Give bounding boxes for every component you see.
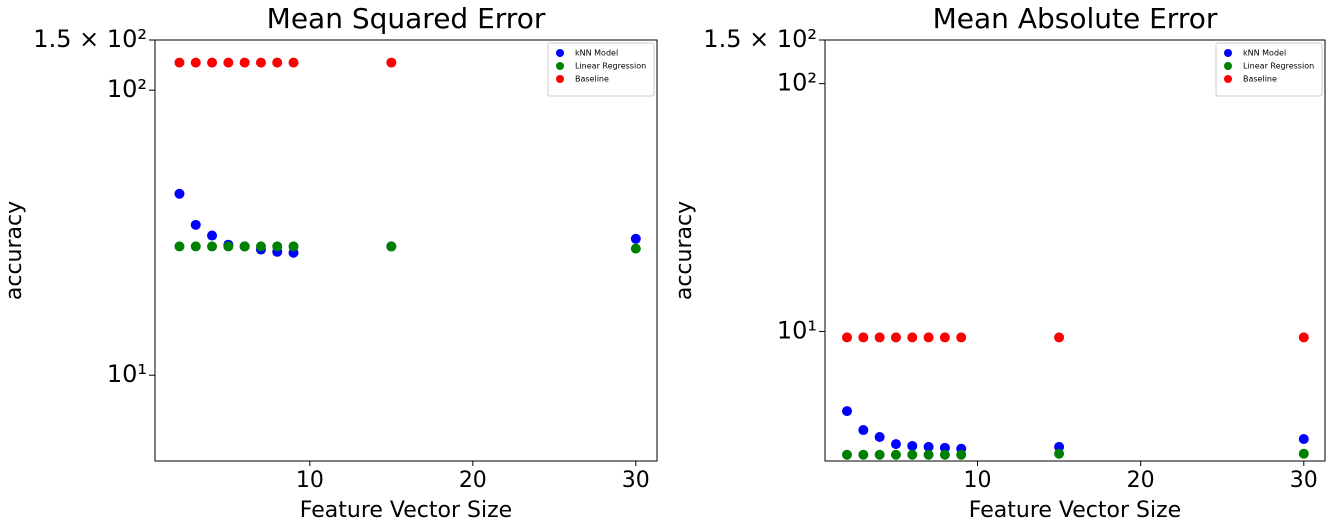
legend-label: kNN Model [575, 49, 618, 58]
point [190, 57, 201, 68]
point [858, 425, 869, 436]
x-tick-label: 30 [1290, 468, 1318, 493]
point [923, 332, 934, 343]
legend-marker [556, 62, 564, 70]
point [1054, 448, 1065, 459]
point [907, 332, 918, 343]
legend-box [1215, 42, 1323, 97]
point [207, 230, 218, 241]
point [223, 57, 234, 68]
point [939, 332, 950, 343]
point [923, 449, 934, 460]
x-axis-label: Feature Vector Size [969, 498, 1181, 523]
legend-marker [556, 49, 564, 57]
point [174, 188, 185, 199]
point [956, 332, 967, 343]
point [190, 241, 201, 252]
legend-marker [1224, 62, 1232, 70]
point [1298, 332, 1309, 343]
point [239, 241, 250, 252]
x-tick-label: 10 [964, 468, 992, 493]
legend-label: Baseline [575, 75, 609, 84]
legend-box [547, 42, 655, 97]
point [174, 57, 185, 68]
point [1298, 434, 1309, 445]
point [174, 241, 185, 252]
plot-area [824, 39, 1326, 462]
y-tick-label: 10² [777, 69, 817, 97]
point [288, 57, 299, 68]
point [858, 449, 869, 460]
point [890, 332, 901, 343]
chart-title: Mean Absolute Error [933, 2, 1218, 35]
point [288, 241, 299, 252]
point [255, 241, 266, 252]
point [874, 332, 885, 343]
y-tick-label: 10¹ [107, 360, 147, 388]
point [1054, 332, 1065, 343]
x-axis-label: Feature Vector Size [300, 498, 512, 523]
legend-marker [1224, 75, 1232, 83]
y-tick-label: 10² [107, 75, 147, 103]
point [890, 449, 901, 460]
point [842, 332, 853, 343]
point [874, 449, 885, 460]
legend-label: kNN Model [1243, 49, 1286, 58]
point [223, 241, 234, 252]
y-axis-label: accuracy [2, 201, 27, 300]
legend-label: Baseline [1243, 75, 1277, 84]
point [890, 439, 901, 450]
y-tick-label: 1.5 × 10² [703, 25, 817, 53]
point [923, 441, 934, 452]
plot-area [154, 39, 658, 462]
legend-label: Linear Regression [575, 62, 646, 71]
x-tick-label: 20 [459, 468, 487, 493]
point [842, 406, 853, 417]
x-tick-label: 20 [1127, 468, 1155, 493]
point [907, 440, 918, 451]
point [272, 57, 283, 68]
point [386, 241, 397, 252]
point [939, 449, 950, 460]
point [630, 233, 641, 244]
point [1298, 448, 1309, 459]
legend-marker [556, 75, 564, 83]
chart-title: Mean Squared Error [267, 2, 546, 35]
point [386, 57, 397, 68]
x-tick-label: 10 [296, 468, 324, 493]
point [842, 449, 853, 460]
legend-marker [1224, 49, 1232, 57]
x-tick-label: 30 [622, 468, 650, 493]
point [239, 57, 250, 68]
point [207, 57, 218, 68]
point [190, 219, 201, 230]
y-tick-label: 1.5 × 10² [33, 25, 147, 53]
point [956, 449, 967, 460]
point [630, 243, 641, 254]
point [255, 57, 266, 68]
y-axis-label: accuracy [672, 201, 697, 300]
point [907, 449, 918, 460]
y-tick-label: 10¹ [777, 316, 817, 344]
point [939, 442, 950, 453]
point [207, 241, 218, 252]
point [272, 241, 283, 252]
point [858, 332, 869, 343]
legend-label: Linear Regression [1243, 62, 1314, 71]
point [874, 431, 885, 442]
